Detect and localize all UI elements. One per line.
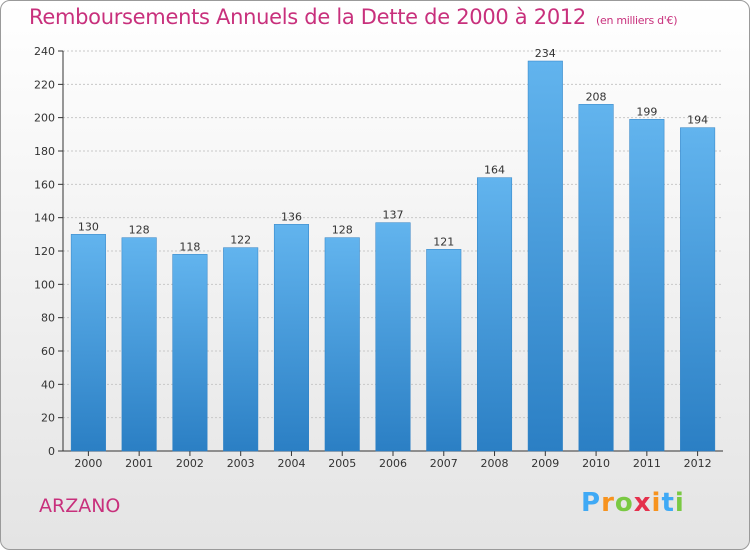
data-labels: 130 128 118 122 136 128 137 121 164 234 208 199 194	[78, 47, 708, 253]
x-tick-label: 2011	[633, 457, 661, 470]
logo-letter: r	[601, 488, 615, 518]
bar-2012	[680, 127, 716, 452]
chart-title: Remboursements Annuels de la Dette de 20…	[29, 5, 677, 29]
proxiti-logo: Proxiti	[581, 488, 685, 518]
y-tick-label: 40	[41, 378, 55, 391]
x-tick-label: 2001	[125, 457, 153, 470]
bar-2005	[324, 237, 360, 452]
x-tick-label: 2010	[582, 457, 610, 470]
y-tick-label: 60	[41, 345, 55, 358]
y-tick-label: 240	[34, 45, 55, 58]
bar-2002	[172, 254, 208, 452]
chart-title-text: Remboursements Annuels de la Dette de 20…	[29, 5, 586, 29]
bar-2004	[273, 224, 309, 452]
x-tick-label: 2012	[684, 457, 712, 470]
x-tick-label: 2009	[531, 457, 559, 470]
x-tick-label: 2007	[430, 457, 458, 470]
bars	[70, 60, 716, 452]
bar-2008	[477, 177, 513, 452]
y-tick-label: 80	[41, 312, 55, 325]
data-label-2001: 128	[129, 224, 150, 237]
y-tick-label: 200	[34, 112, 55, 125]
logo-letter: o	[614, 488, 634, 518]
bar-2000	[70, 234, 106, 452]
x-tick-label: 2004	[277, 457, 305, 470]
logo-letter: i	[674, 488, 685, 518]
logo-letter: i	[651, 488, 662, 518]
y-tick-label: 220	[34, 78, 55, 91]
x-tick-label: 2003	[227, 457, 255, 470]
x-tick-label: 2002	[176, 457, 204, 470]
logo-letter: P	[581, 488, 602, 518]
data-label-2000: 130	[78, 220, 99, 233]
data-label-2008: 164	[484, 164, 505, 177]
x-tick-label: 2000	[74, 457, 102, 470]
logo-letter: t	[661, 488, 675, 518]
bar-2007	[426, 249, 462, 452]
bar-2010	[578, 104, 614, 452]
chart-subtitle: (en milliers d'€)	[596, 14, 678, 27]
bar-2003	[223, 247, 259, 452]
y-tick-label: 100	[34, 278, 55, 291]
y-tick-label: 180	[34, 145, 55, 158]
data-label-2012: 194	[687, 114, 708, 127]
data-label-2011: 199	[636, 105, 657, 118]
logo-letter: x	[633, 488, 652, 518]
bar-2001	[121, 237, 157, 452]
x-tick-labels: 2000 2001 2002 2003 2004 2005 2006 2007 2008 2009…	[74, 457, 711, 470]
data-label-2006: 137	[383, 209, 404, 222]
data-label-2003: 122	[230, 234, 251, 247]
bar-2006	[375, 222, 411, 452]
x-tick-label: 2005	[328, 457, 356, 470]
x-tick-label: 2006	[379, 457, 407, 470]
y-tick-label: 0	[48, 445, 55, 458]
y-tick-label: 20	[41, 412, 55, 425]
data-label-2010: 208	[586, 90, 607, 103]
bar-2009	[527, 60, 563, 452]
data-label-2005: 128	[332, 224, 353, 237]
y-tick-label: 140	[34, 212, 55, 225]
data-label-2004: 136	[281, 210, 302, 223]
y-tick-label: 160	[34, 178, 55, 191]
data-label-2002: 118	[179, 240, 200, 253]
commune-name: ARZANO	[39, 495, 121, 517]
data-label-2007: 121	[433, 235, 454, 248]
x-tick-label: 2008	[481, 457, 509, 470]
y-tick-label: 120	[34, 245, 55, 258]
bar-2011	[629, 119, 665, 452]
y-tick-labels: 0 20 40 60 80 100 120 140 160 180 200 220 240	[34, 45, 55, 458]
data-label-2009: 234	[535, 47, 556, 60]
